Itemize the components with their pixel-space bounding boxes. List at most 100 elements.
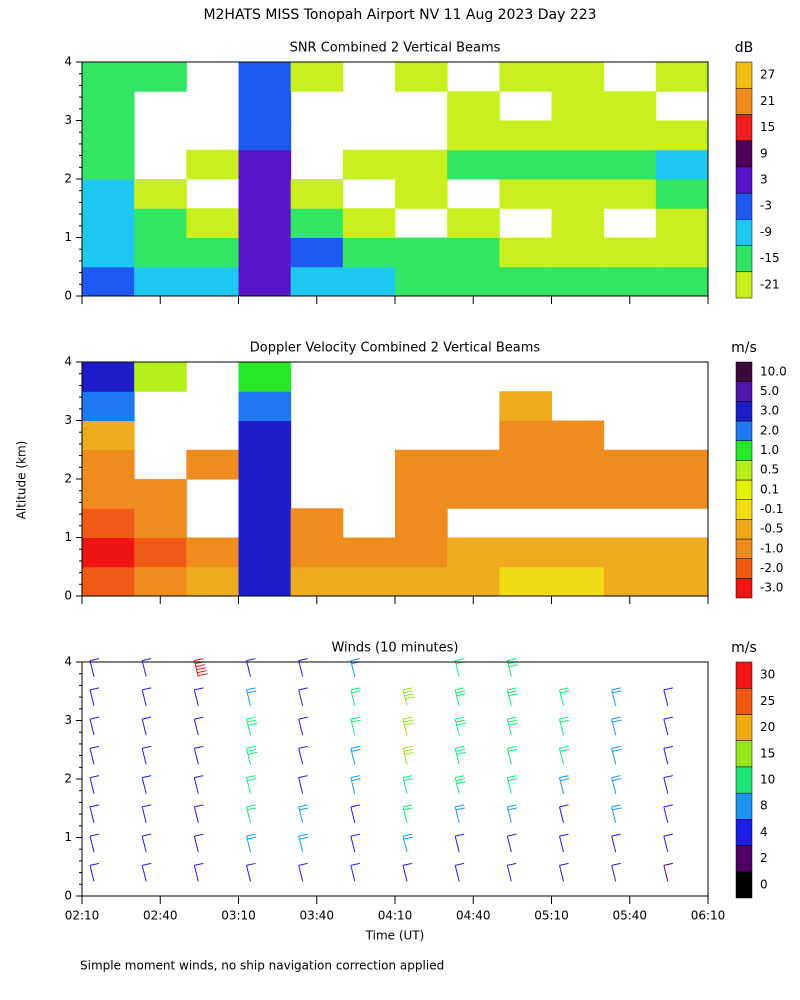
barb-feather [142,658,152,662]
barb-feather [455,716,465,720]
colorbar-swatch [735,401,753,422]
barb-feather [298,833,308,837]
colorbar-swatch [735,871,753,899]
barb-staff [246,806,251,823]
heat-cell [499,149,552,180]
heat-cell [655,149,709,180]
x-tick-label: 03:10 [221,909,256,923]
barb-staff [141,748,147,765]
colorbar-label: -0.5 [760,522,783,536]
heat-cell [499,479,552,509]
heat-cell [551,420,605,451]
wind-barb [141,745,152,765]
heat-cell [238,508,292,538]
barb-staff [141,660,147,677]
heat-cell [447,91,500,121]
barb-feather [663,745,673,749]
barb-feather [194,804,204,808]
panel-title: SNR Combined 2 Vertical Beams [290,41,501,56]
x-tick-label: 02:10 [65,909,100,923]
barb-staff [350,719,356,736]
wind-barb [193,833,204,853]
wind-barb [298,804,309,823]
x-tick-label: 04:10 [378,909,413,923]
heat-cell [499,420,552,451]
heat-cell [447,149,500,180]
barb-staff [350,660,356,677]
colorbar-swatch [735,420,753,441]
barb-feather [402,862,413,866]
x-axis-label: Time (UT) [365,929,425,943]
y-tick-label: 2 [64,472,72,486]
colorbar-label: 27 [760,68,775,82]
barb-staff [454,719,460,736]
wind-barb [350,804,360,823]
barb-feather [350,804,360,808]
barb-staff [246,836,251,853]
colorbar-label: -9 [760,225,772,239]
heat-cell [603,266,657,297]
barb-feather [402,716,413,720]
wind-barb [246,775,257,794]
barb-staff [298,806,304,823]
barb-feather [507,687,517,691]
barb-feather [559,775,569,779]
barb-feather [299,807,309,811]
barb-feather [246,862,256,866]
barb-feather [194,687,204,691]
colorbar-swatch [735,61,753,89]
barb-staff [141,689,147,706]
y-tick-label: 1 [64,530,72,544]
heat-cell [238,91,292,121]
wind-barb [506,687,519,706]
colorbar-swatch [735,381,753,402]
barb-feather [507,862,517,866]
barb-feather [142,745,152,749]
barb-feather [508,722,519,726]
heat-cell [395,179,448,209]
heat-cell [655,120,709,151]
barb-feather [197,670,207,674]
barb-feather [455,778,466,782]
wind-barb [402,687,415,706]
barb-staff [402,719,408,736]
heat-cell [499,566,552,597]
barb-feather [298,775,308,779]
heat-cell [238,237,292,268]
wind-barb [663,745,673,765]
colorbar-label: -0.1 [760,502,783,516]
heat-cell [82,420,135,451]
barb-staff [559,806,564,823]
heat-cell [82,179,135,209]
colorbar-swatch [735,460,753,481]
barb-feather [142,804,152,808]
heat-cell [82,391,135,421]
barb-feather [351,719,361,723]
barb-staff [89,689,95,706]
barb-feather [455,807,466,811]
wind-barb [89,833,100,853]
wind-barb [559,862,569,882]
barb-feather [508,807,518,811]
heat-cell [134,479,187,509]
barb-staff [506,748,512,765]
barb-feather [508,693,519,697]
wind-barb [350,775,361,794]
barb-staff [193,865,199,882]
heat-cell [342,237,396,268]
y-tick-label: 2 [64,172,72,186]
barb-feather [559,745,569,749]
colorbar-swatch [735,819,753,846]
heat-cell [603,149,657,180]
heat-cell [134,179,187,209]
barb-staff [350,748,356,765]
colorbar-swatch [735,792,753,820]
heat-cell [134,208,187,238]
barb-feather [142,716,152,720]
barb-feather [456,781,466,785]
heat-cell [447,237,500,268]
colorbar-swatch [735,661,753,689]
barb-staff [663,748,669,765]
wind-barb [141,804,152,823]
y-tick-label: 0 [64,889,72,903]
